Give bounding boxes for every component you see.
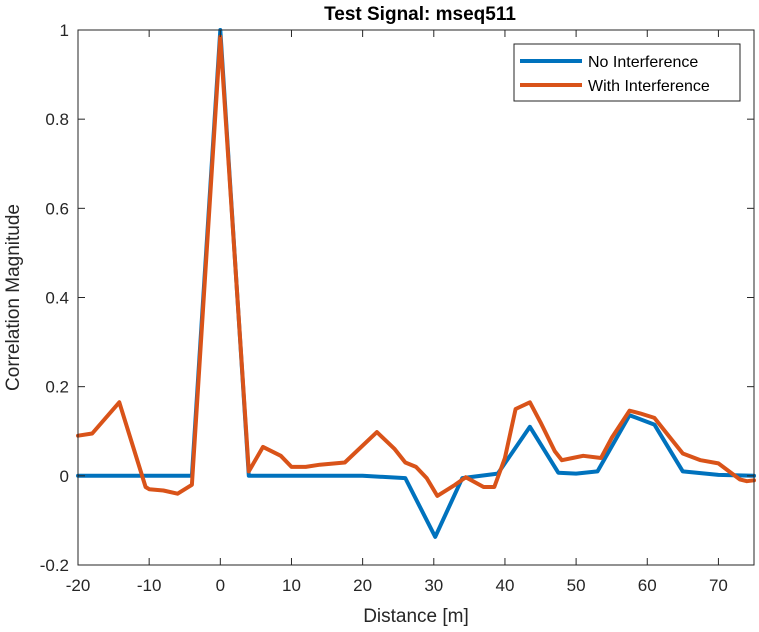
x-tick-label: 0	[216, 576, 225, 595]
y-axis-label: Correlation Magnitude	[3, 204, 24, 391]
y-tick-label: 0.6	[45, 199, 69, 218]
y-tick-label: 1	[60, 21, 69, 40]
plot-area	[78, 30, 754, 565]
x-tick-label: 40	[495, 576, 514, 595]
x-tick-label: 50	[567, 576, 586, 595]
series-line-with-interference	[76, 34, 756, 498]
legend[interactable]: No Interference With Interference	[513, 43, 741, 102]
chart-title: Test Signal: mseq511	[324, 4, 516, 25]
x-tick-label: -10	[137, 576, 162, 595]
x-tick-label: 60	[638, 576, 657, 595]
y-tick-label: 0	[60, 467, 69, 486]
legend-label-no-interference: No Interference	[588, 54, 698, 71]
series-line-no-interference	[76, 28, 756, 539]
x-tick-label: -20	[66, 576, 91, 595]
x-axis-label: Distance [m]	[363, 606, 469, 627]
legend-box	[513, 43, 741, 102]
x-tick-label: 20	[353, 576, 372, 595]
x-tick-label: 30	[424, 576, 443, 595]
y-tick-label: 0.2	[45, 378, 69, 397]
y-tick-label: 0.8	[45, 110, 69, 129]
legend-label-with-interference: With Interference	[588, 78, 710, 95]
y-tick-label: -0.2	[40, 556, 69, 575]
y-tick-label: 0.4	[45, 289, 69, 308]
x-tick-label: 10	[282, 576, 301, 595]
ticks-layer: -20 -10 0 10 20 30 40 50 60 70 -0.2 0 0.2 0.4 0.6 0.8 1	[40, 21, 754, 595]
x-tick-label: 70	[709, 576, 728, 595]
series-layer	[76, 28, 756, 539]
